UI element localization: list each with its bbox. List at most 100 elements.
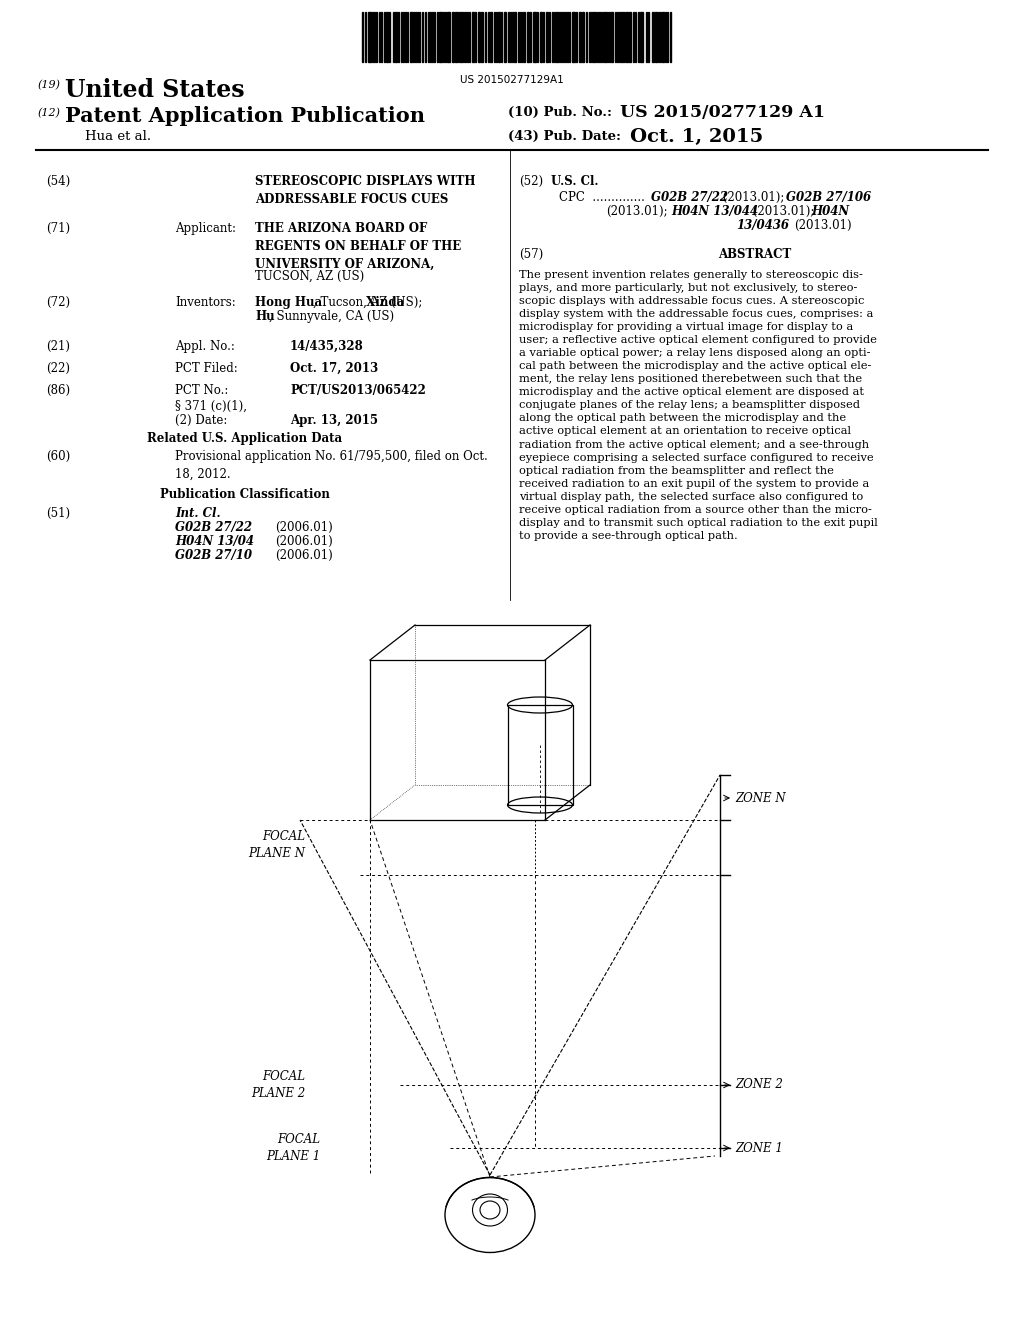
Bar — [478, 12, 480, 62]
Text: Oct. 17, 2013: Oct. 17, 2013 — [290, 362, 378, 375]
Bar — [386, 12, 388, 62]
Text: ZONE 2: ZONE 2 — [735, 1078, 783, 1092]
Text: H04N 13/04: H04N 13/04 — [175, 535, 254, 548]
Bar — [472, 12, 474, 62]
Text: PCT No.:: PCT No.: — [175, 384, 228, 397]
Text: (52): (52) — [519, 176, 543, 187]
Text: (72): (72) — [46, 296, 70, 309]
Bar — [514, 12, 516, 62]
Text: US 2015/0277129 A1: US 2015/0277129 A1 — [620, 104, 825, 121]
Text: (51): (51) — [46, 507, 70, 520]
Bar — [395, 12, 397, 62]
Bar — [640, 12, 643, 62]
Bar — [410, 12, 412, 62]
Text: The present invention relates generally to stereoscopic dis-
plays, and more par: The present invention relates generally … — [519, 271, 878, 541]
Text: Apr. 13, 2015: Apr. 13, 2015 — [290, 414, 378, 426]
Bar — [504, 12, 506, 62]
Text: (71): (71) — [46, 222, 70, 235]
Text: (2006.01): (2006.01) — [275, 521, 333, 535]
Bar — [439, 12, 442, 62]
Text: G02B 27/22: G02B 27/22 — [175, 521, 252, 535]
Text: Int. Cl.: Int. Cl. — [175, 507, 220, 520]
Text: FOCAL
PLANE N: FOCAL PLANE N — [248, 830, 305, 861]
Text: ZONE 1: ZONE 1 — [735, 1142, 783, 1155]
Bar — [490, 12, 492, 62]
Bar — [481, 12, 483, 62]
Text: U.S. Cl.: U.S. Cl. — [551, 176, 598, 187]
Bar — [498, 12, 500, 62]
Text: Appl. No.:: Appl. No.: — [175, 341, 234, 352]
Bar — [662, 12, 664, 62]
Bar — [626, 12, 628, 62]
Text: (12): (12) — [38, 108, 61, 119]
Text: H04N 13/044: H04N 13/044 — [671, 205, 758, 218]
Text: Oct. 1, 2015: Oct. 1, 2015 — [630, 128, 763, 147]
Text: G02B 27/106: G02B 27/106 — [786, 191, 871, 205]
Bar — [534, 12, 536, 62]
Text: ZONE N: ZONE N — [735, 792, 785, 804]
Bar — [629, 12, 631, 62]
Text: Hua et al.: Hua et al. — [85, 129, 152, 143]
Bar — [452, 12, 454, 62]
Text: United States: United States — [65, 78, 245, 102]
Bar — [604, 12, 606, 62]
Bar — [582, 12, 584, 62]
Text: (2006.01): (2006.01) — [275, 535, 333, 548]
Text: (57): (57) — [519, 248, 544, 261]
Text: § 371 (c)(1),: § 371 (c)(1), — [175, 400, 247, 413]
Bar — [508, 705, 572, 805]
Bar — [579, 12, 581, 62]
Text: , Sunnyvale, CA (US): , Sunnyvale, CA (US) — [269, 310, 394, 323]
Text: (2013.01);: (2013.01); — [749, 205, 814, 218]
Text: (2013.01): (2013.01) — [794, 219, 852, 232]
Text: ABSTRACT: ABSTRACT — [719, 248, 792, 261]
Bar — [460, 12, 462, 62]
Text: (10) Pub. No.:: (10) Pub. No.: — [508, 106, 612, 119]
Text: (54): (54) — [46, 176, 71, 187]
Text: 13/0436: 13/0436 — [736, 219, 790, 232]
Text: FOCAL
PLANE 2: FOCAL PLANE 2 — [251, 1071, 305, 1100]
Text: (21): (21) — [46, 341, 70, 352]
Bar — [621, 12, 623, 62]
Bar — [540, 12, 542, 62]
Text: Xinda: Xinda — [362, 296, 404, 309]
Text: (2) Date:: (2) Date: — [175, 414, 227, 426]
Text: Applicant:: Applicant: — [175, 222, 236, 235]
Bar — [611, 12, 613, 62]
Text: (2013.01);: (2013.01); — [606, 205, 668, 218]
Text: 14/435,328: 14/435,328 — [290, 341, 364, 352]
Bar — [652, 12, 654, 62]
Text: Hu: Hu — [255, 310, 274, 323]
Text: (43) Pub. Date:: (43) Pub. Date: — [508, 129, 621, 143]
Bar — [556, 12, 558, 62]
Bar — [593, 12, 595, 62]
Bar — [447, 12, 450, 62]
Text: Hong Hua: Hong Hua — [255, 296, 323, 309]
Text: (2006.01): (2006.01) — [275, 549, 333, 562]
Text: TUCSON, AZ (US): TUCSON, AZ (US) — [255, 271, 365, 282]
Text: FOCAL
PLANE 1: FOCAL PLANE 1 — [266, 1133, 319, 1163]
Text: (19): (19) — [38, 81, 61, 90]
Text: THE ARIZONA BOARD OF
REGENTS ON BEHALF OF THE
UNIVERSITY OF ARIZONA,: THE ARIZONA BOARD OF REGENTS ON BEHALF O… — [255, 222, 461, 271]
Text: PCT/US2013/065422: PCT/US2013/065422 — [290, 384, 426, 397]
Text: H04N: H04N — [811, 205, 849, 218]
Text: G02B 27/10: G02B 27/10 — [175, 549, 252, 562]
Text: Related U.S. Application Data: Related U.S. Application Data — [147, 432, 343, 445]
Text: Provisional application No. 61/795,500, filed on Oct.
18, 2012.: Provisional application No. 61/795,500, … — [175, 450, 487, 480]
Text: (86): (86) — [46, 384, 70, 397]
Text: Patent Application Publication: Patent Application Publication — [65, 106, 425, 125]
Text: STEREOSCOPIC DISPLAYS WITH
ADDRESSABLE FOCUS CUES: STEREOSCOPIC DISPLAYS WITH ADDRESSABLE F… — [255, 176, 475, 206]
Text: US 20150277129A1: US 20150277129A1 — [460, 75, 564, 84]
Text: Publication Classification: Publication Classification — [160, 488, 330, 502]
Bar — [455, 12, 457, 62]
Text: (22): (22) — [46, 362, 70, 375]
Bar — [546, 12, 548, 62]
Bar — [527, 12, 529, 62]
Text: , Tucson, AZ (US);: , Tucson, AZ (US); — [313, 296, 422, 309]
Bar — [368, 12, 371, 62]
Text: (60): (60) — [46, 450, 71, 463]
Bar — [655, 12, 657, 62]
Text: G02B 27/22: G02B 27/22 — [651, 191, 728, 205]
Text: CPC  ..............: CPC .............. — [559, 191, 645, 205]
Text: (2013.01);: (2013.01); — [719, 191, 784, 205]
